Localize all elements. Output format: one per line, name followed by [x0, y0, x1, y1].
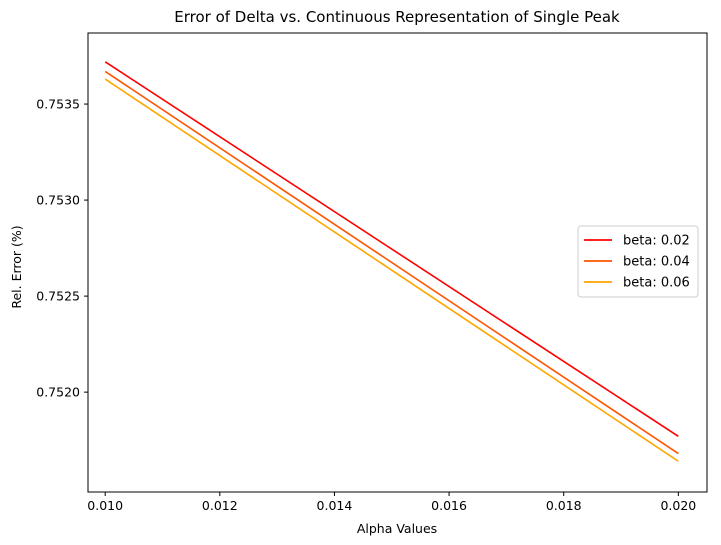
y-tick-label: 0.7525 — [36, 289, 80, 304]
chart-title: Error of Delta vs. Continuous Representa… — [174, 8, 620, 26]
legend-box — [577, 225, 699, 298]
x-axis-label: Alpha Values — [357, 521, 437, 536]
plot-frame — [87, 32, 708, 493]
x-tick-label: 0.016 — [431, 498, 467, 513]
x-tick-label: 0.018 — [546, 498, 582, 513]
series-line-3 — [104, 78, 679, 462]
series-line-2 — [104, 70, 679, 455]
y-axis-label: Rel. Error (%) — [9, 225, 24, 308]
y-tick-label: 0.7530 — [36, 193, 80, 208]
x-tick-label: 0.010 — [87, 498, 123, 513]
y-tick-label: 0.7520 — [36, 385, 80, 400]
legend-label-2: beta: 0.04 — [623, 255, 690, 270]
plot-area: 0.010 0.012 0.014 0.016 0.018 0.020 0.7520 0.75… — [36, 32, 708, 513]
x-tick-label: 0.014 — [317, 498, 353, 513]
y-tick-label: 0.7535 — [36, 97, 80, 112]
x-tick-label: 0.020 — [660, 498, 696, 513]
legend: beta: 0.02 beta: 0.04 beta: 0.06 — [577, 225, 699, 298]
series-line-1 — [104, 61, 679, 437]
x-tick-label: 0.012 — [202, 498, 238, 513]
legend-label-1: beta: 0.02 — [623, 234, 690, 249]
legend-label-3: beta: 0.06 — [623, 276, 690, 291]
